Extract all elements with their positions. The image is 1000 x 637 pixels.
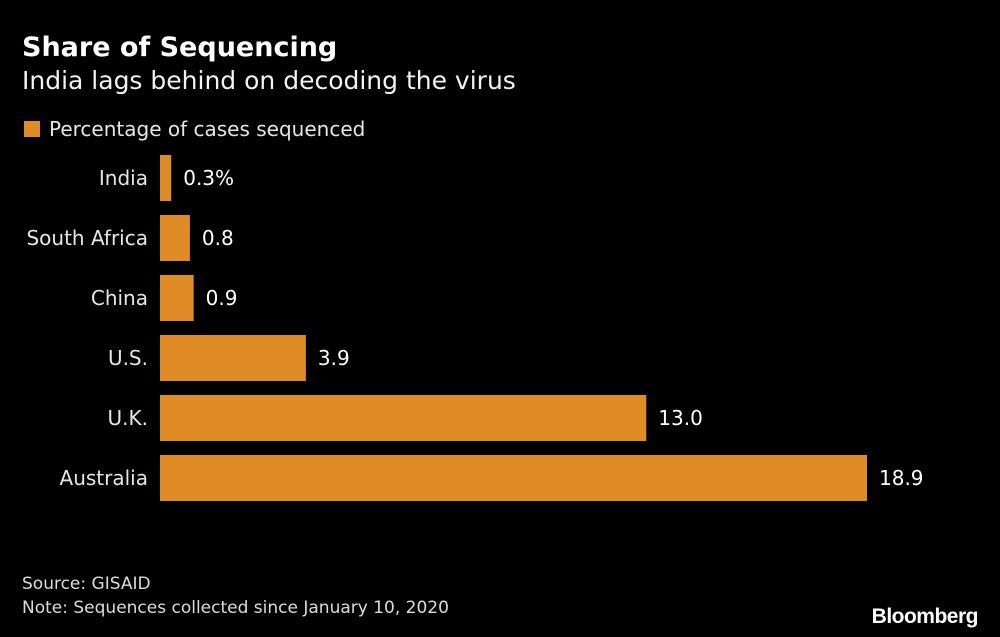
- category-label: China: [91, 286, 148, 310]
- category-label: U.S.: [108, 346, 148, 370]
- value-label: 0.3%: [183, 166, 234, 190]
- bar-u-s-: [160, 335, 306, 381]
- legend-label: Percentage of cases sequenced: [49, 117, 366, 141]
- category-label: South Africa: [26, 226, 148, 250]
- bloomberg-logo: Bloomberg: [871, 605, 979, 628]
- chart-subtitle: India lags behind on decoding the virus: [22, 66, 516, 95]
- value-label: 0.8: [202, 226, 234, 250]
- value-label: 3.9: [318, 346, 350, 370]
- value-label: 0.9: [206, 286, 238, 310]
- value-label: 18.9: [879, 466, 924, 490]
- bar-australia: [160, 455, 867, 501]
- category-label: U.K.: [108, 406, 148, 430]
- source-note: Source: GISAID: [22, 574, 151, 594]
- category-label: Australia: [60, 466, 148, 490]
- bar-india: [160, 155, 172, 201]
- bar-south-africa: [160, 215, 190, 261]
- bar-china: [160, 275, 194, 321]
- footnote: Note: Sequences collected since January …: [22, 598, 449, 618]
- legend: Percentage of cases sequenced: [24, 117, 365, 141]
- category-label: India: [99, 166, 148, 190]
- value-label: 13.0: [658, 406, 703, 430]
- legend-swatch: [24, 121, 40, 137]
- bar-u-k-: [160, 395, 647, 441]
- chart-title: Share of Sequencing: [22, 32, 338, 63]
